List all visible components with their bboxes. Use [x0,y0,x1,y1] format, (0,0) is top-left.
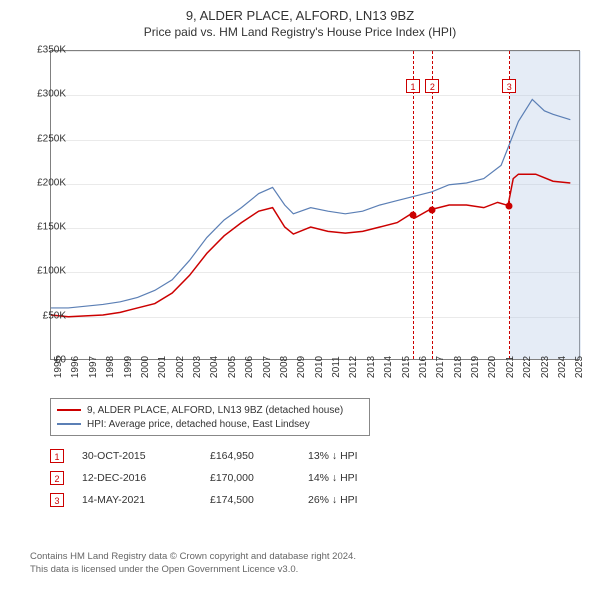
y-axis-label: £200K [16,177,66,188]
x-axis-label: 1995 [53,356,64,378]
x-axis-label: 1996 [70,356,81,378]
x-axis-label: 2009 [296,356,307,378]
x-axis-label: 2010 [314,356,325,378]
sale-delta: 26% ↓ HPI [308,494,398,506]
x-axis-label: 2013 [366,356,377,378]
legend: 9, ALDER PLACE, ALFORD, LN13 9BZ (detach… [50,398,370,436]
sale-row: 3 14-MAY-2021 £174,500 26% ↓ HPI [50,489,398,511]
x-axis-label: 2004 [209,356,220,378]
legend-label: HPI: Average price, detached house, East… [87,419,310,430]
sale-index: 3 [50,493,64,507]
x-axis-label: 2016 [418,356,429,378]
legend-swatch [57,409,81,411]
sale-delta: 14% ↓ HPI [308,472,398,484]
x-axis-label: 2019 [470,356,481,378]
y-axis-label: £100K [16,266,66,277]
sale-row: 2 12-DEC-2016 £170,000 14% ↓ HPI [50,467,398,489]
x-axis-label: 2006 [244,356,255,378]
legend-row: HPI: Average price, detached house, East… [57,417,363,431]
sale-date: 14-MAY-2021 [82,494,192,506]
sales-table: 1 30-OCT-2015 £164,950 13% ↓ HPI 2 12-DEC-201… [50,445,398,511]
x-axis-label: 2000 [140,356,151,378]
legend-swatch [57,423,81,425]
sale-index: 2 [50,471,64,485]
legend-label: 9, ALDER PLACE, ALFORD, LN13 9BZ (detach… [87,405,343,416]
x-axis-label: 1999 [123,356,134,378]
x-axis-label: 2005 [227,356,238,378]
sale-row: 1 30-OCT-2015 £164,950 13% ↓ HPI [50,445,398,467]
x-axis-label: 2014 [383,356,394,378]
sale-price: £174,500 [210,494,290,506]
y-axis-label: £150K [16,222,66,233]
x-axis-label: 2022 [522,356,533,378]
x-axis-label: 2001 [157,356,168,378]
y-axis-label: £250K [16,133,66,144]
x-axis-label: 2002 [175,356,186,378]
sale-index: 1 [50,449,64,463]
sale-price: £170,000 [210,472,290,484]
x-axis-label: 2015 [401,356,412,378]
x-axis-label: 1997 [88,356,99,378]
y-axis-label: £300K [16,89,66,100]
chart: 123 [50,50,580,360]
x-axis-label: 2025 [574,356,585,378]
x-axis-label: 2011 [331,356,342,378]
sale-delta: 13% ↓ HPI [308,450,398,462]
x-axis-label: 2012 [348,356,359,378]
y-axis-label: £50K [16,310,66,321]
sale-date: 30-OCT-2015 [82,450,192,462]
footer-line2: This data is licensed under the Open Gov… [30,564,356,576]
x-axis-label: 2003 [192,356,203,378]
x-axis-label: 2018 [453,356,464,378]
x-axis-label: 2017 [435,356,446,378]
sale-price: £164,950 [210,450,290,462]
page-title: 9, ALDER PLACE, ALFORD, LN13 9BZ [0,0,600,23]
footer-line1: Contains HM Land Registry data © Crown c… [30,551,356,563]
legend-row: 9, ALDER PLACE, ALFORD, LN13 9BZ (detach… [57,403,363,417]
series-line [51,174,570,317]
x-axis-label: 2021 [505,356,516,378]
page-subtitle: Price paid vs. HM Land Registry's House … [0,23,600,45]
sale-date: 12-DEC-2016 [82,472,192,484]
x-axis-label: 2007 [262,356,273,378]
x-axis-label: 2024 [557,356,568,378]
y-axis-label: £350K [16,45,66,56]
x-axis-label: 2023 [540,356,551,378]
footer: Contains HM Land Registry data © Crown c… [30,551,356,576]
x-axis-label: 1998 [105,356,116,378]
x-axis-label: 2020 [487,356,498,378]
x-axis-label: 2008 [279,356,290,378]
